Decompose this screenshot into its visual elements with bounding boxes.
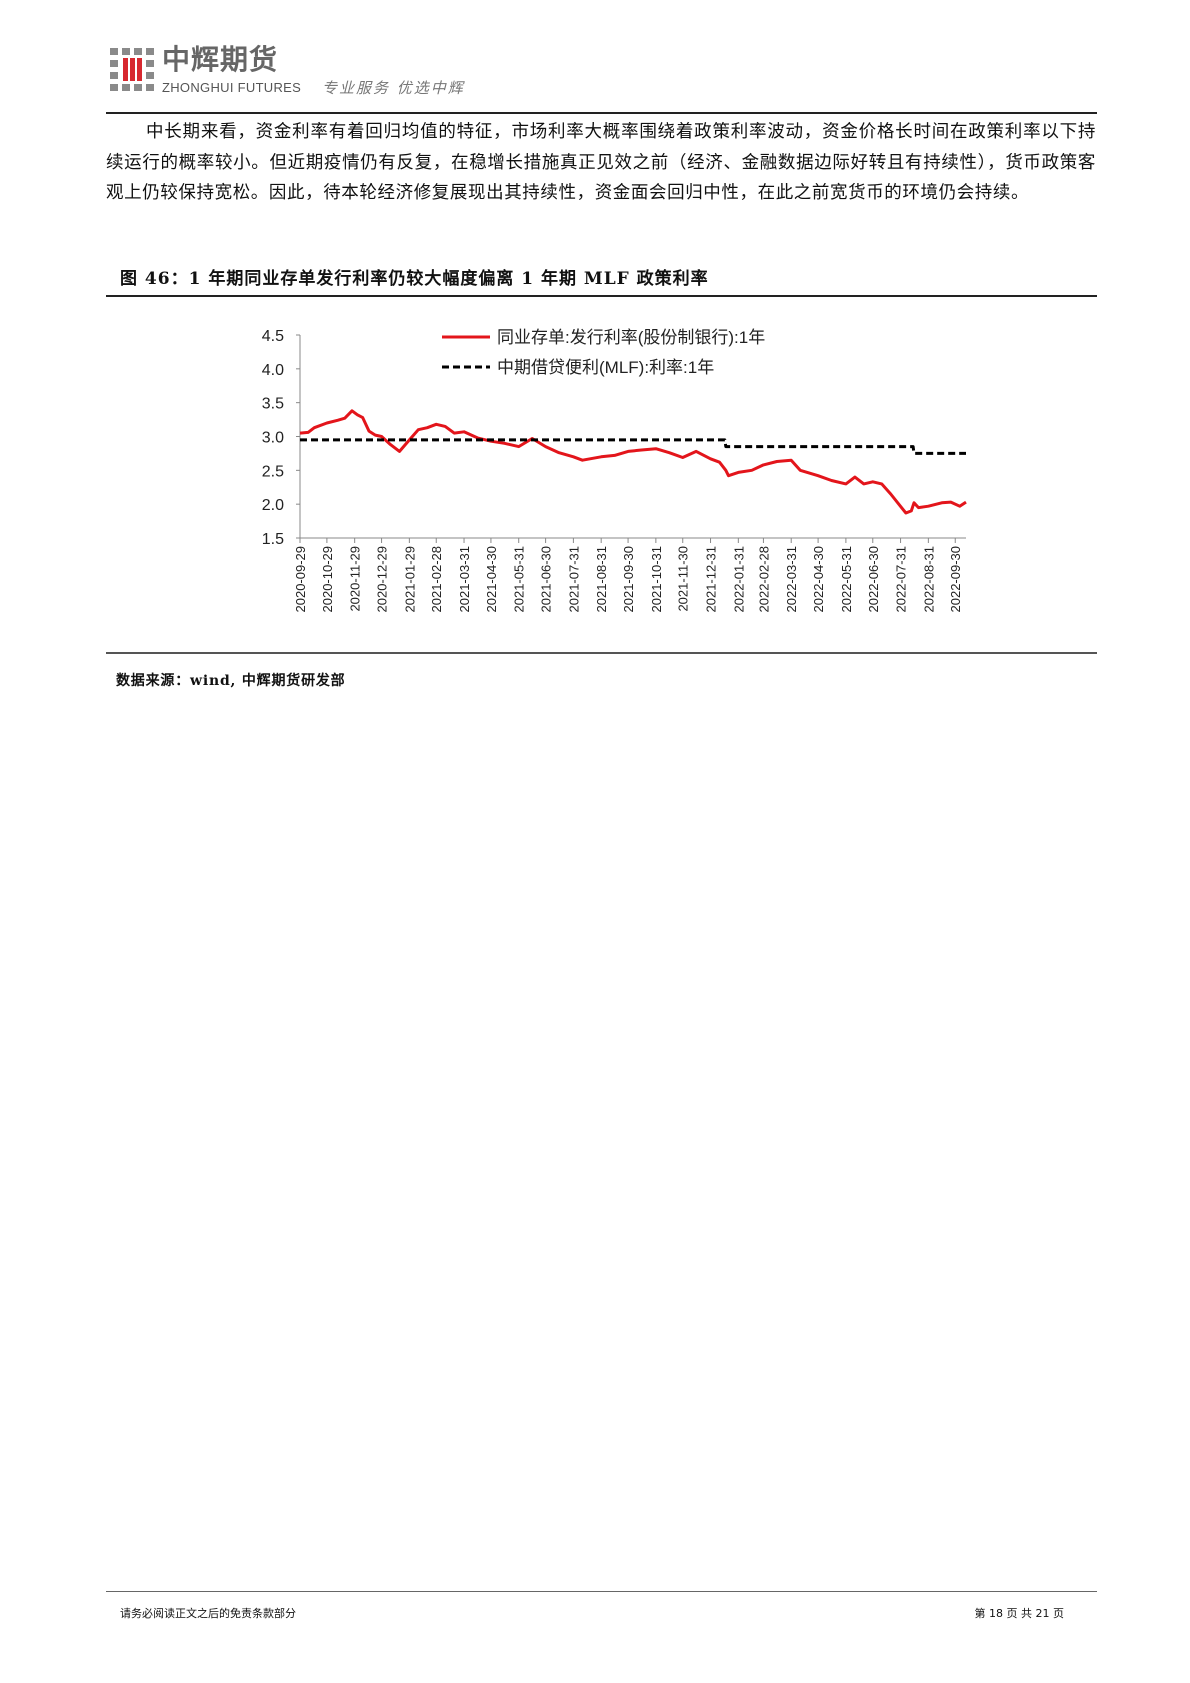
x-tick-label: 2021-08-31 bbox=[594, 546, 609, 613]
x-tick-label: 2021-06-30 bbox=[539, 546, 554, 613]
x-tick-label: 2021-02-28 bbox=[429, 546, 444, 613]
x-tick-label: 2020-10-29 bbox=[320, 546, 335, 613]
page-number: 第 18 页 共 21 页 bbox=[974, 1607, 1064, 1620]
x-tick-label: 2020-12-29 bbox=[375, 546, 390, 613]
y-tick-label: 4.5 bbox=[262, 328, 284, 345]
x-tick-label: 2021-04-30 bbox=[484, 546, 499, 613]
series-line-ncd-rate bbox=[299, 409, 967, 515]
x-tick-label: 2021-11-30 bbox=[676, 546, 691, 612]
x-tick-label: 2021-01-29 bbox=[402, 546, 417, 613]
series-line-mlf-rate bbox=[300, 438, 966, 455]
chart-canvas: 4.5 4.0 3.5 3.0 2.5 2.0 1.5 2020-09-29 2020-10-… bbox=[262, 328, 967, 613]
x-tick-label: 2020-11-29 bbox=[348, 546, 363, 612]
legend-label-ncd: 同业存单:发行利率(股份制银行):1年 bbox=[497, 328, 765, 347]
x-tick-label: 2022-07-31 bbox=[894, 546, 909, 613]
figure-bottom-divider bbox=[106, 652, 1097, 654]
figure-caption: 图 46：1 年期同业存单发行利率仍较大幅度偏离 1 年期 MLF 政策利率 bbox=[120, 269, 709, 289]
footer-divider bbox=[106, 1591, 1097, 1592]
x-tick-label: 2022-03-31 bbox=[784, 546, 799, 613]
legend: 同业存单:发行利率(股份制银行):1年 中期借贷便利(MLF):利率:1年 bbox=[442, 328, 765, 377]
x-tick-label: 2022-06-30 bbox=[866, 546, 881, 613]
x-tick-label: 2022-02-28 bbox=[756, 546, 771, 613]
y-tick-label: 3.5 bbox=[262, 396, 284, 413]
footer-disclaimer: 请务必阅读正文之后的免责条款部分 bbox=[120, 1607, 296, 1620]
x-tick-label: 2021-10-31 bbox=[649, 546, 664, 613]
x-tick-label: 2021-05-31 bbox=[512, 546, 527, 613]
x-axis: 2020-09-29 2020-10-29 2020-11-29 2020-12-29… bbox=[293, 537, 966, 613]
x-tick-label: 2022-04-30 bbox=[811, 546, 826, 613]
x-tick-label: 2020-09-29 bbox=[293, 546, 308, 613]
x-tick-label: 2021-03-31 bbox=[457, 546, 472, 613]
line-chart: 4.5 4.0 3.5 3.0 2.5 2.0 1.5 2020-09-29 2020-10-… bbox=[220, 320, 1000, 640]
x-tick-label: 2022-08-31 bbox=[921, 546, 936, 613]
legend-label-mlf: 中期借贷便利(MLF):利率:1年 bbox=[497, 358, 714, 377]
series-lines bbox=[299, 409, 967, 515]
x-tick-label: 2022-01-31 bbox=[731, 546, 746, 613]
y-axis: 4.5 4.0 3.5 3.0 2.5 2.0 1.5 bbox=[262, 328, 301, 548]
y-tick-label: 4.0 bbox=[262, 362, 284, 379]
y-tick-label: 2.5 bbox=[262, 463, 284, 480]
y-tick-label: 2.0 bbox=[262, 497, 284, 514]
x-tick-label: 2022-05-31 bbox=[839, 546, 854, 613]
header-divider bbox=[106, 112, 1097, 114]
y-tick-label: 1.5 bbox=[262, 531, 284, 548]
x-tick-label: 2022-09-30 bbox=[948, 546, 963, 613]
data-source: 数据来源：wind, 中辉期货研发部 bbox=[116, 673, 346, 689]
body-paragraph: 中长期来看，资金利率有着回归均值的特征，市场利率大概率围绕着政策利率波动，资金价… bbox=[106, 122, 1096, 203]
logo-chinese-name: 中辉期货 bbox=[162, 43, 279, 76]
x-tick-label: 2021-09-30 bbox=[621, 546, 636, 613]
logo-english-name: ZHONGHUI FUTURES bbox=[162, 80, 302, 95]
y-tick-label: 3.0 bbox=[262, 430, 284, 447]
logo-mark-icon bbox=[110, 48, 154, 91]
x-tick-label: 2021-12-31 bbox=[704, 546, 719, 613]
logo-slogan: 专业服务 优选中辉 bbox=[322, 79, 465, 97]
x-tick-label: 2021-07-31 bbox=[566, 546, 581, 613]
caption-divider bbox=[106, 295, 1097, 297]
company-logo: 中辉期货 ZHONGHUI FUTURES 专业服务 优选中辉 bbox=[110, 44, 530, 100]
